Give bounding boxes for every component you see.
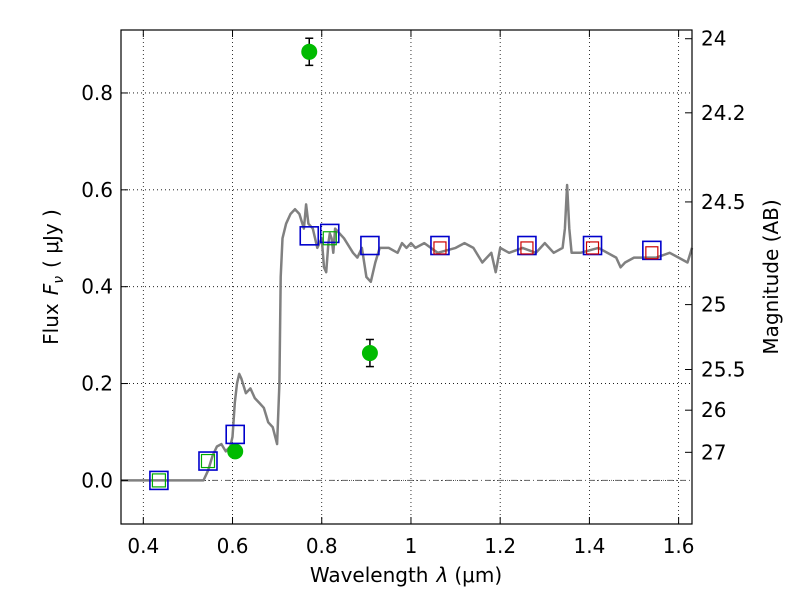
model-square-marker [585,241,600,255]
model-square-marker [645,246,659,260]
x-tick-label: 0.6 [217,534,249,558]
y-tick-label: 0.0 [81,468,113,492]
x-axis-label: Wavelength λ (μm) [310,563,502,587]
y-axis-label-symbol: F [39,283,63,295]
y2-tick-label: 24.2 [701,101,746,125]
axis-ticks [121,30,692,524]
x-axis-label-unit: (μm) [454,563,502,587]
y-axis-label: Flux Fν ( μJy ) [39,209,67,345]
model-square-marker [200,453,216,469]
model-square-marker [198,451,218,471]
model-square-marker [319,223,340,244]
plot-frame [120,29,693,525]
x-tick-label: 0.8 [306,534,338,558]
y-tick-label: 0.6 [81,178,113,202]
model-square-marker [520,241,534,255]
y-tick-label: 0.4 [81,275,113,299]
spectrum-layer [121,183,694,482]
model-square-marker [151,473,167,488]
observed-flux-point [227,443,244,460]
x-tick-label: 0.4 [127,534,159,558]
y2-axis-label: Magnitude (AB) [759,199,783,354]
x-axis-label-text: Wavelength [310,563,429,587]
y2-tick-label: 24.5 [701,190,746,214]
y2-tick-label: 27 [701,440,726,464]
model-square-marker [360,235,380,256]
model-square-marker [225,424,245,445]
y-axis-label-subscript: ν [51,276,67,284]
model-square-marker [433,241,447,255]
x-tick-label: 1.6 [663,534,695,558]
y-tick-label: 0.8 [81,81,113,105]
spectrum-line [121,183,694,482]
y-axis-label-unit: ( μJy ) [39,209,63,268]
x-tick-label: 1 [405,534,418,558]
x-axis-label-symbol: λ [436,563,449,587]
tick-labels: 0.4 0.6 0.8 1 1.2 1.4 1.6 0.0 0.2 0.4 0.6 0.8 24 24.2… [81,27,745,558]
y2-tick-label: 25 [701,293,726,317]
model-square-marker [149,470,169,491]
x-tick-label: 1.4 [573,534,605,558]
y2-tick-label: 24 [701,27,726,51]
observed-flux-point [361,345,378,362]
y2-tick-label: 26 [701,398,726,422]
observed-flux-point [301,43,318,60]
model-square-marker [322,231,337,246]
y-axis-label-text: Flux [39,303,63,345]
model-square-marker [299,226,320,246]
y-tick-label: 0.2 [81,372,113,396]
marker-layer [149,37,662,491]
y2-tick-label: 25.5 [701,358,746,382]
x-tick-label: 1.2 [484,534,516,558]
